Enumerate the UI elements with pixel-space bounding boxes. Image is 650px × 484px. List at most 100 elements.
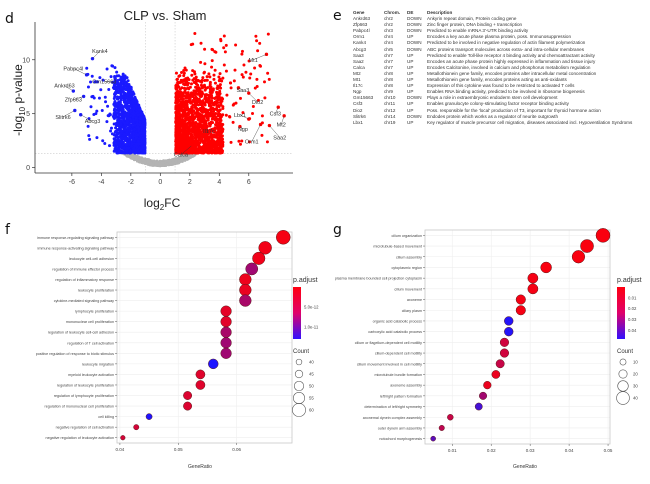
point-down [134,116,138,120]
cell-description: Encodes Calcitonine, involved in calcium… [427,64,591,70]
point-down [120,116,124,120]
cell-gene: Mt1 [353,77,361,83]
cell-de: UP [407,58,414,64]
point-up [207,114,211,118]
point-up [255,77,259,81]
point-up [183,83,187,87]
term-dot [483,381,492,390]
term-label: immune response-regulating signaling pat… [37,236,114,240]
point-up [180,91,184,95]
term-label: cilium assembly [396,255,422,259]
point-up [200,85,204,89]
term-dot [580,239,594,253]
point-up [180,145,184,149]
point-ns [174,157,178,160]
point-down [122,132,126,136]
size-legend-circle [294,369,304,379]
point-up [198,93,202,97]
point-up [234,43,238,47]
point-up [219,86,223,90]
point-up [190,123,194,127]
point-up [217,75,221,79]
cell-de: DOWN [407,95,422,101]
term-dot [120,435,126,441]
point-down [126,97,130,101]
point-up [180,71,184,75]
point-up [256,49,260,53]
point-up [202,124,206,128]
cell-description: Plays a role in extraembryonic endoderm … [427,95,558,101]
point-up [177,107,181,111]
cell-chrom: chr7 [384,58,393,64]
point-down [112,143,116,147]
plot-frame [424,229,611,445]
point-up [217,79,221,83]
point-up [180,122,184,126]
point-down [108,112,112,116]
label-leader-line [253,54,267,60]
point-down [135,122,139,126]
point-up [203,142,207,146]
point-down [139,148,143,152]
point-up [202,114,206,118]
point-down [132,144,136,148]
cell-chrom: chr7 [384,64,393,70]
point-up [265,140,269,144]
point-up [176,80,180,84]
cell-chrom: chr3 [384,28,393,34]
point-down [137,105,141,109]
point-down [139,131,143,135]
point-down [120,76,124,80]
point-up [213,81,217,85]
point-down [138,120,142,124]
point-up [182,71,186,75]
cell-gene: Lbx1 [353,119,363,125]
point-up [182,86,186,90]
term-label: leukocyte proliferation [78,289,114,293]
gene-label: Mt2 [277,122,286,128]
point-up [204,122,208,126]
point-down [143,141,147,145]
term-dot [527,272,539,284]
point-up [213,100,217,104]
point-up [174,148,178,152]
point-up [211,139,215,143]
point-up [218,72,222,76]
point-up [176,136,180,140]
point-up [199,131,203,135]
cell-de: UP [407,77,414,83]
point-ns [127,154,131,158]
point-up [177,85,181,89]
table-row: Saa3 chr7 UP Predicted to enable Toll-like … [353,53,648,59]
point-up [198,99,202,103]
point-down [143,130,147,134]
point-up [182,147,186,151]
cell-chrom: chr8 [384,70,393,76]
term-label: cilium movement involved in cell motilit… [357,362,422,366]
point-up [189,101,193,105]
cell-description: Predicted to be involved in negative reg… [427,40,586,46]
label-leader-line [239,126,243,129]
color-legend-title: p.adjust [293,277,318,284]
cell-de: DOWN [407,28,422,34]
point-down [109,129,113,133]
point-up [201,150,205,154]
term-dot [239,294,252,307]
cell-chrom: chr5 [384,46,393,52]
point-up [240,73,244,77]
x-tick-label: 4 [217,179,221,186]
gene-label: Calca [174,153,189,159]
point-up [193,31,197,35]
point-up [228,114,232,118]
point-down [95,136,99,140]
point-up [210,117,214,121]
point-up [212,73,216,77]
point-down [136,125,140,129]
point-up [200,138,204,142]
point-up [251,104,255,108]
term-label: leukocyte cell-cell adhesion [69,257,114,261]
point-down [100,109,104,113]
point-up [258,64,262,68]
point-up [216,109,220,113]
term-label: regulation of leukocyte cell-cell adhesi… [48,331,114,335]
